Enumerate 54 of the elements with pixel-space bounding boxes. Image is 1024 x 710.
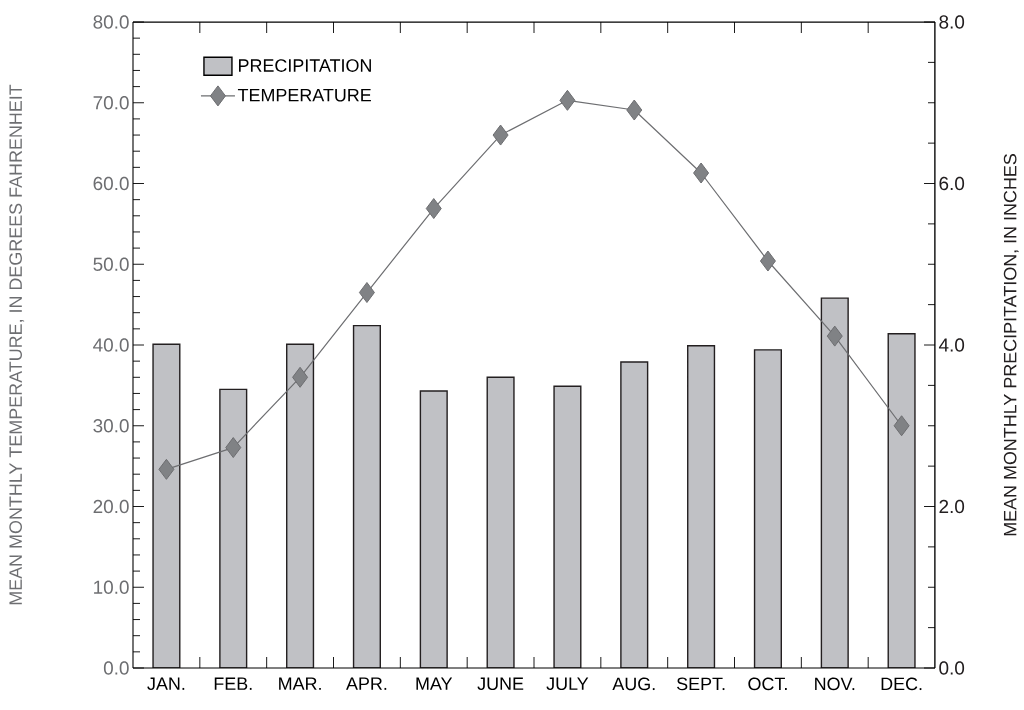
point xyxy=(292,366,309,388)
point xyxy=(559,89,576,111)
point xyxy=(492,124,509,146)
x-tick-label: NOV. xyxy=(815,677,855,691)
legend-label: PRECIPITATION xyxy=(239,59,371,72)
y-tick-label: 80.0 xyxy=(93,15,129,29)
bar xyxy=(419,390,448,668)
point xyxy=(893,415,910,437)
y-tick-label: 0.0 xyxy=(103,661,129,675)
x-tick-label: AUG. xyxy=(612,677,655,691)
y2-tick-label: 4.0 xyxy=(938,338,965,352)
y-tick-label: 10.0 xyxy=(94,580,129,594)
x-tick-label: DEC. xyxy=(881,677,922,691)
point xyxy=(425,198,442,220)
bar xyxy=(286,343,315,668)
bar xyxy=(486,376,515,668)
y-tick-label: 20.0 xyxy=(93,499,129,514)
y-axis-title: MEAN MONTHLY TEMPERATURE, IN DEGREES FAHRENHEIT xyxy=(9,84,25,605)
y2-tick-label: 0.0 xyxy=(939,661,965,675)
point xyxy=(826,325,843,347)
bar xyxy=(820,297,849,668)
y-tick-label: 30.0 xyxy=(93,419,129,433)
point xyxy=(626,99,643,121)
bar xyxy=(152,343,181,668)
legend-label: TEMPERATURE xyxy=(237,88,371,102)
x-tick-label: OCT. xyxy=(748,677,787,691)
point xyxy=(358,282,375,304)
bar xyxy=(553,385,582,668)
x-tick-label: MAR. xyxy=(279,677,321,690)
x-tick-label: JUNE xyxy=(477,677,524,691)
y2-tick-label: 8.0 xyxy=(939,15,965,29)
x-tick-label: FEB. xyxy=(214,677,252,690)
x-tick-label: SEPT. xyxy=(676,677,725,691)
bar xyxy=(620,361,649,668)
x-tick-label: APR. xyxy=(346,677,387,690)
point xyxy=(759,250,776,272)
y-tick-label: 40.0 xyxy=(93,338,129,352)
bar xyxy=(753,349,782,668)
bar xyxy=(352,324,381,668)
point xyxy=(225,437,242,459)
bar xyxy=(219,388,248,668)
y2-tick-label: 6.0 xyxy=(939,176,965,191)
bar xyxy=(687,345,716,668)
x-tick-label: JAN. xyxy=(147,677,185,691)
bar xyxy=(887,333,916,668)
y-tick-label: 50.0 xyxy=(93,257,129,271)
point xyxy=(693,162,710,184)
y2-tick-label: 2.0 xyxy=(939,499,965,514)
x-tick-label: MAY xyxy=(416,677,453,690)
y-tick-label: 70.0 xyxy=(93,96,129,110)
y-tick-label: 60.0 xyxy=(93,176,129,191)
x-tick-label: JULY xyxy=(546,677,589,691)
point xyxy=(158,458,175,480)
y2-axis-title: MEAN MONTHLY PRECIPITATION, IN INCHES xyxy=(1003,154,1019,536)
